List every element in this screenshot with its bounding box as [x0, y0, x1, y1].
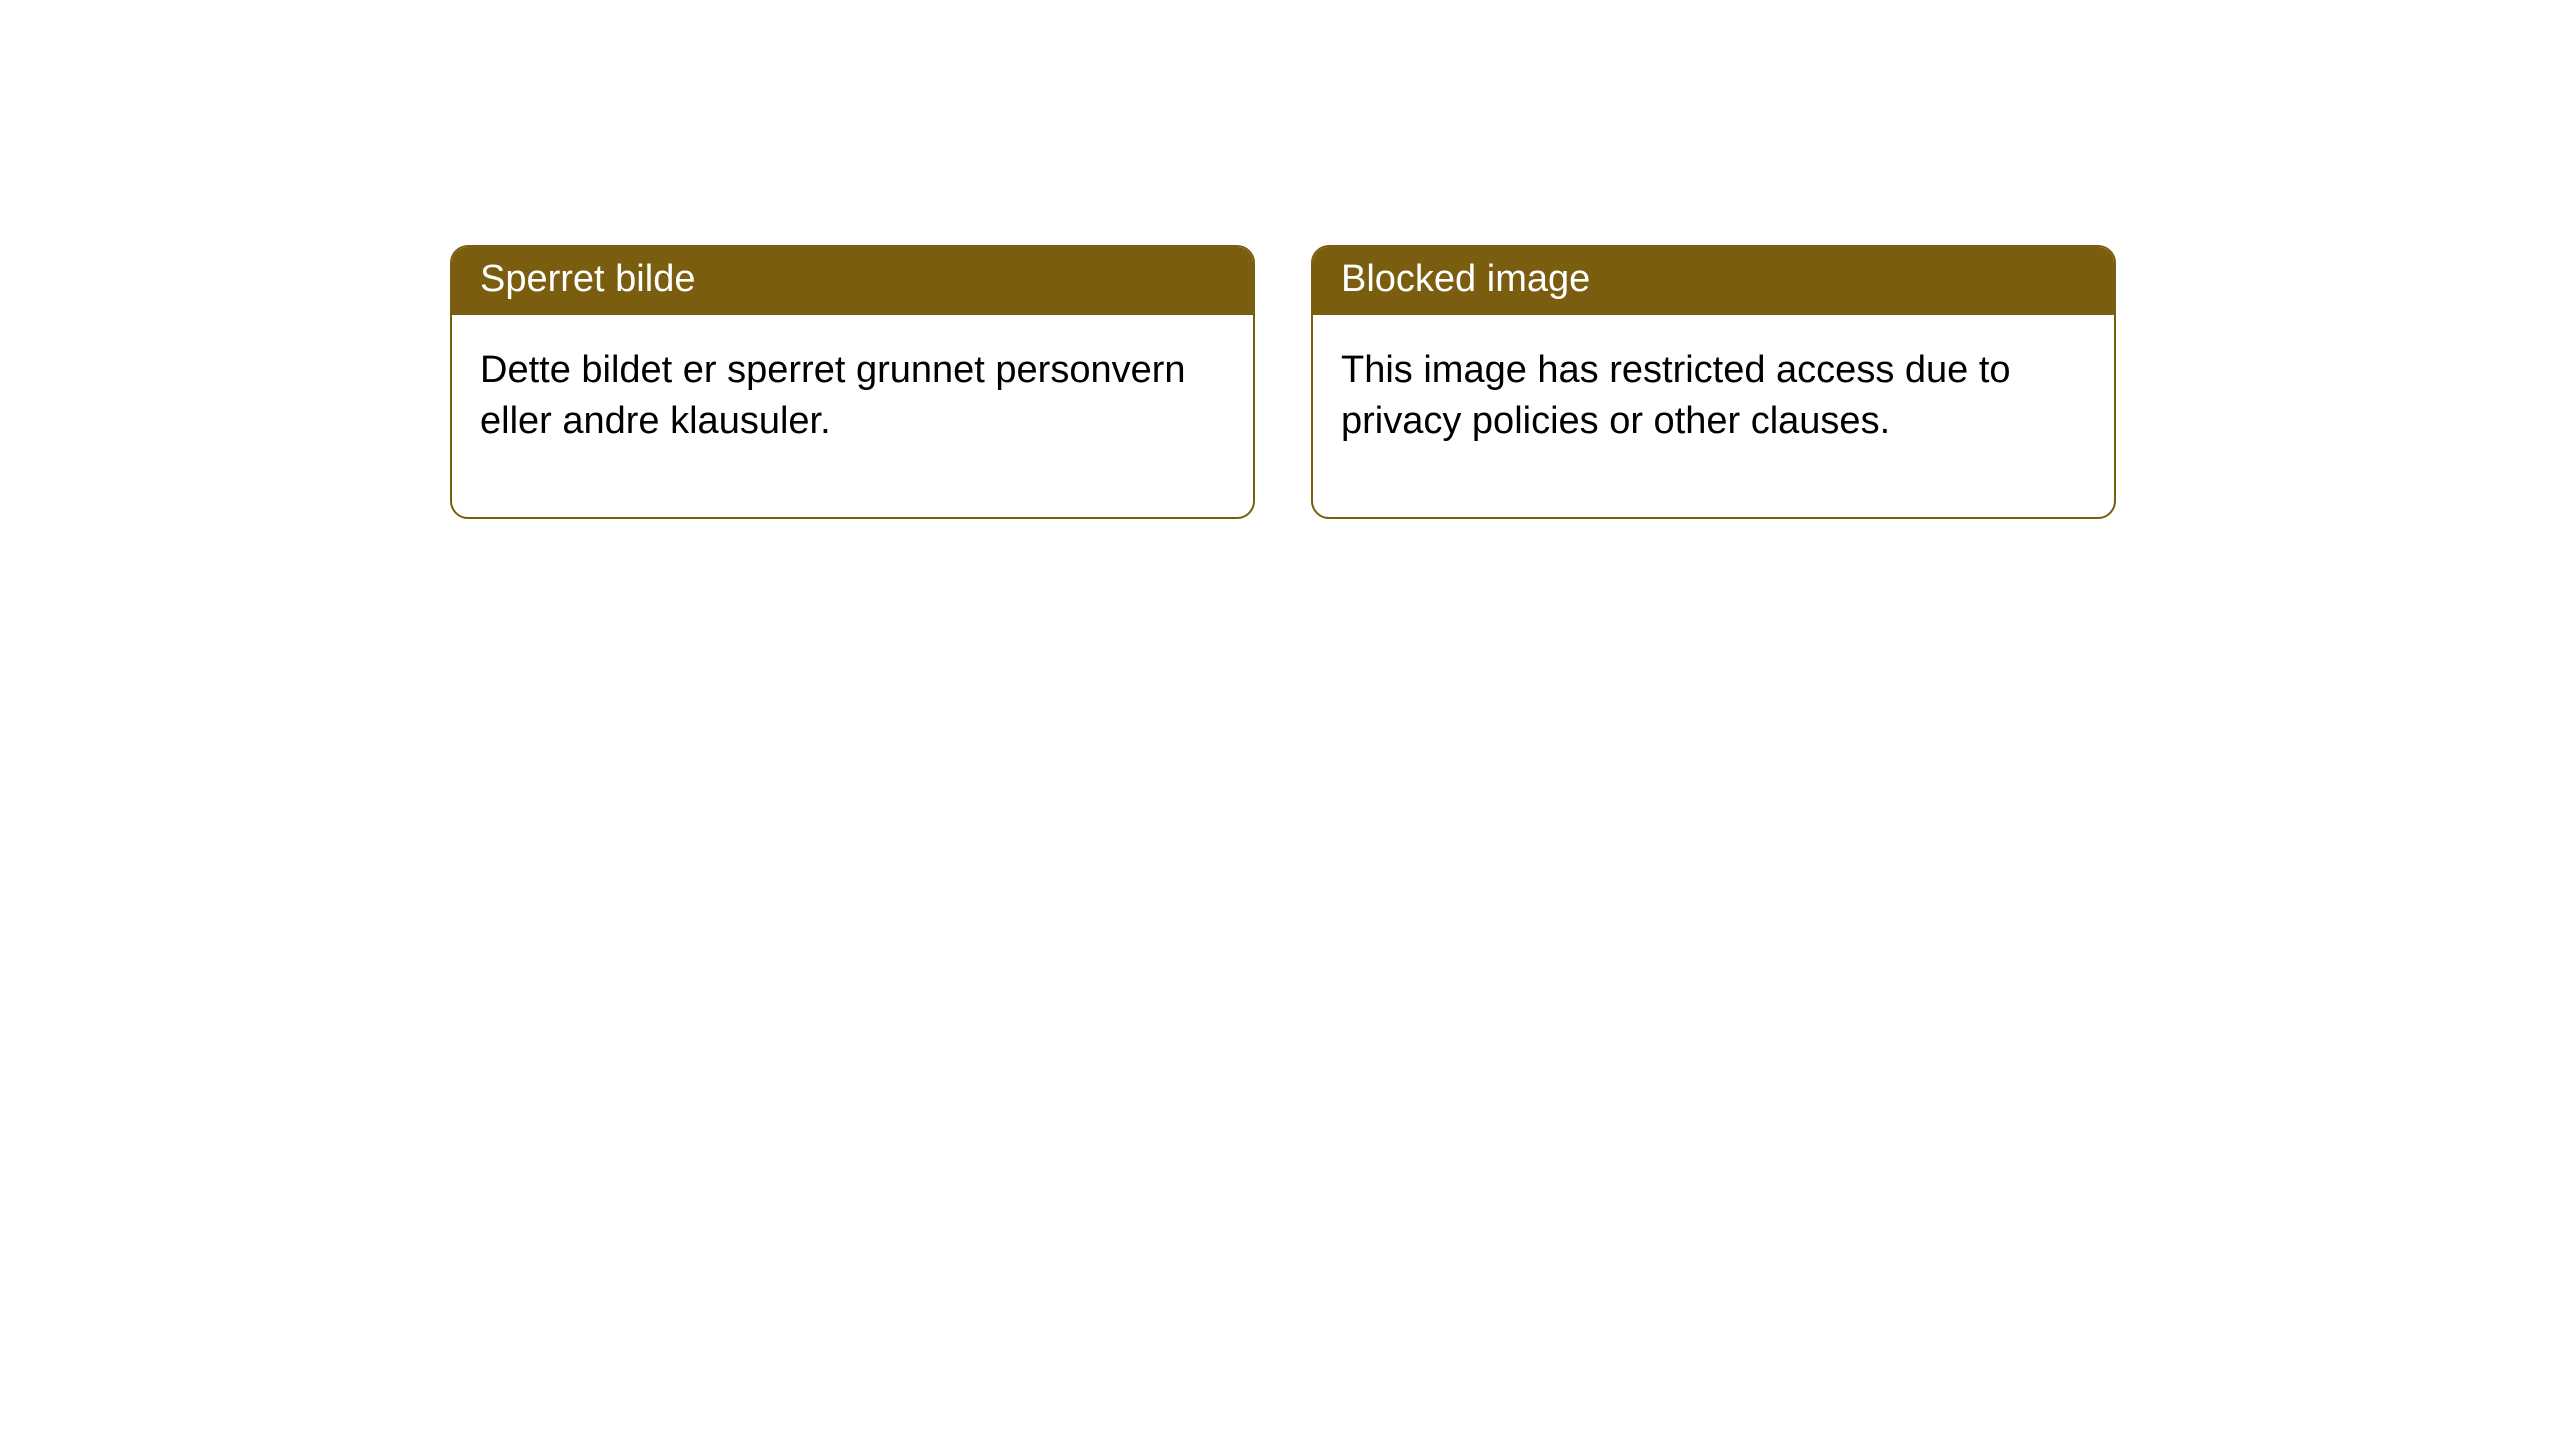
- notice-header: Blocked image: [1313, 247, 2114, 315]
- notice-container: Sperret bilde Dette bildet er sperret gr…: [0, 0, 2560, 519]
- notice-body: This image has restricted access due to …: [1313, 315, 2114, 518]
- notice-header: Sperret bilde: [452, 247, 1253, 315]
- notice-body: Dette bildet er sperret grunnet personve…: [452, 315, 1253, 518]
- notice-card-norwegian: Sperret bilde Dette bildet er sperret gr…: [450, 245, 1255, 519]
- notice-card-english: Blocked image This image has restricted …: [1311, 245, 2116, 519]
